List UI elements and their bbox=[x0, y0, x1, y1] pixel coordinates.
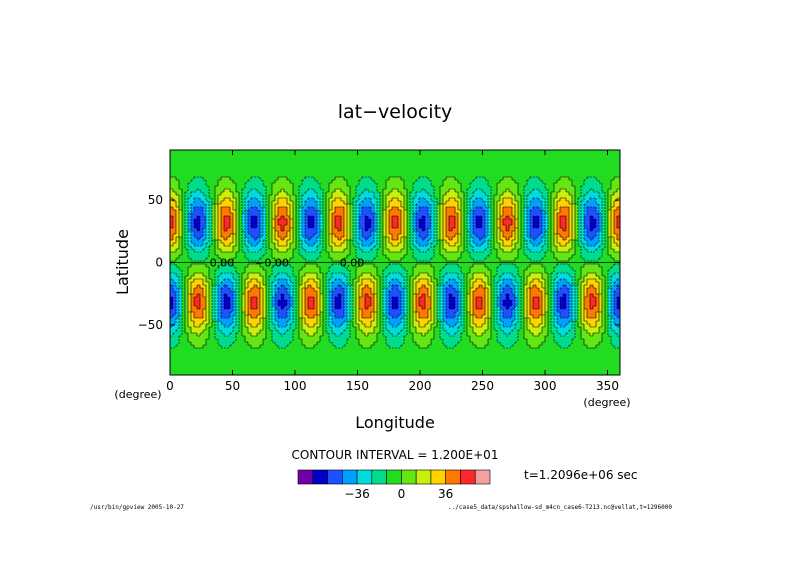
y-tick-label: 50 bbox=[148, 193, 163, 207]
x-tick-label: 150 bbox=[346, 379, 369, 393]
footer-right: ../case5_data/spshallow-sd_m4cn_case6-T2… bbox=[448, 504, 672, 511]
colorbar-tick-label: −36 bbox=[344, 487, 369, 501]
colorbar-tick-labels: −36 0 36 bbox=[344, 487, 453, 501]
colorbar-swatch bbox=[431, 470, 446, 484]
footer-left: /usr/bin/gpview 2005-10-27 bbox=[90, 504, 184, 511]
colorbar-swatch bbox=[357, 470, 372, 484]
colorbar-tick-label: 0 bbox=[398, 487, 406, 501]
x-tick-label: 200 bbox=[409, 379, 432, 393]
colorbar bbox=[298, 470, 490, 484]
colorbar-swatch bbox=[416, 470, 431, 484]
colorbar-swatch bbox=[372, 470, 387, 484]
colorbar-tick-label: 36 bbox=[438, 487, 453, 501]
colorbar-swatch bbox=[298, 470, 313, 484]
x-tick-label: 350 bbox=[596, 379, 619, 393]
x-unit-label: (degree) bbox=[583, 396, 630, 409]
y-tick-label: 0 bbox=[155, 256, 163, 270]
colorbar-swatch bbox=[342, 470, 357, 484]
contour-label: −0.00 bbox=[255, 257, 289, 270]
x-tick-label: 0 bbox=[166, 379, 174, 393]
colorbar-swatch bbox=[446, 470, 461, 484]
x-tick-label: 100 bbox=[284, 379, 307, 393]
colorbar-swatch bbox=[401, 470, 416, 484]
y-unit-label: (degree) bbox=[114, 388, 161, 401]
x-axis-label: Longitude bbox=[355, 413, 435, 432]
time-text: t=1.2096e+06 sec bbox=[524, 468, 638, 482]
y-tick-label: −50 bbox=[138, 318, 163, 332]
contour-label: 0.00 bbox=[210, 257, 235, 270]
colorbar-swatch bbox=[387, 470, 402, 484]
colorbar-swatch bbox=[313, 470, 328, 484]
contour-labels: 0.00 −0.00 0.00 bbox=[210, 257, 365, 270]
chart-title: lat−velocity bbox=[338, 101, 453, 123]
colorbar-swatch bbox=[328, 470, 343, 484]
x-tick-label: 50 bbox=[225, 379, 240, 393]
contour-interval-text: CONTOUR INTERVAL = 1.200E+01 bbox=[292, 448, 499, 462]
contour-label: 0.00 bbox=[340, 257, 365, 270]
y-axis-label: Latitude bbox=[113, 229, 132, 295]
x-tick-label: 300 bbox=[534, 379, 557, 393]
colorbar-swatch bbox=[475, 470, 490, 484]
x-tick-label: 250 bbox=[471, 379, 494, 393]
colorbar-swatch bbox=[460, 470, 475, 484]
